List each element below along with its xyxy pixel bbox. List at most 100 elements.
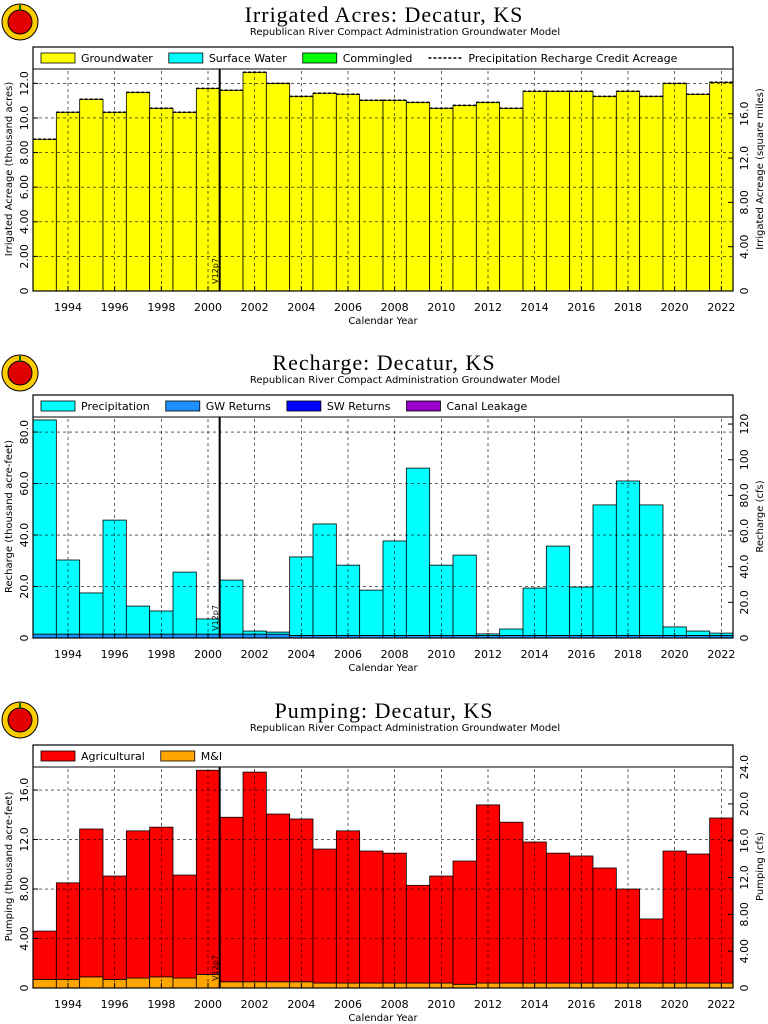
bar — [545, 982, 571, 989]
x-tick-label: 2018 — [614, 648, 642, 661]
x-axis-label: Calendar Year — [348, 316, 418, 327]
x-tick-label: 1996 — [101, 301, 129, 314]
x-tick-label: 1996 — [101, 648, 129, 661]
bar — [545, 852, 571, 984]
bar — [639, 504, 664, 636]
bar — [685, 853, 711, 984]
y2-tick-label: 4.00 — [738, 939, 751, 964]
x-tick-label: 1998 — [147, 648, 175, 661]
bar — [32, 978, 57, 989]
bar — [312, 848, 337, 984]
y-tick-label: 6.00 — [18, 175, 31, 200]
x-axis-label: Calendar Year — [348, 663, 418, 674]
x-tick-label: 2010 — [427, 648, 455, 661]
x-tick-label: 2022 — [707, 998, 735, 1011]
y2-tick-label: 20.0 — [738, 590, 751, 615]
x-tick-label: 2016 — [567, 301, 595, 314]
x-tick-label: 2016 — [567, 998, 595, 1011]
y2-tick-label: 80.0 — [738, 483, 751, 508]
x-tick-label: 1994 — [54, 301, 82, 314]
bar — [545, 90, 571, 292]
y-axis-label: Irrigated Acreage (thousand acres) — [4, 82, 15, 257]
y-tick-label: 12.0 — [18, 827, 31, 852]
bar — [79, 828, 104, 978]
legend-label: Surface Water — [209, 52, 287, 65]
bar — [219, 816, 244, 983]
y2-tick-label: 0 — [738, 985, 751, 992]
y-tick-label: 20.0 — [18, 574, 31, 599]
x-tick-label: 2002 — [241, 998, 269, 1011]
y-tick-label: 2.00 — [18, 244, 31, 269]
bar — [79, 976, 104, 989]
bar — [219, 981, 244, 989]
x-tick-label: 2006 — [334, 301, 362, 314]
y2-tick-label: 12.0 — [738, 146, 751, 171]
bar — [172, 111, 197, 292]
legend-label: Precipitation — [81, 400, 150, 413]
y-tick-label: 0 — [18, 288, 31, 295]
legend-label: M&I — [201, 750, 222, 763]
y-tick-label: 12.0 — [18, 71, 31, 96]
legend-label: Precipitation Recharge Credit Acreage — [468, 52, 677, 65]
bar — [452, 554, 477, 636]
y-tick-label: 16.0 — [18, 778, 31, 803]
y2-tick-label: 20.0 — [738, 792, 751, 817]
bar — [172, 571, 197, 635]
bar — [219, 579, 244, 635]
y2-tick-label: 16.0 — [738, 828, 751, 853]
x-tick-label: 2008 — [381, 301, 409, 314]
bar — [125, 605, 151, 635]
bar — [429, 875, 454, 984]
x-tick-label: 2020 — [661, 998, 689, 1011]
bar — [359, 99, 384, 292]
x-tick-label: 2022 — [707, 301, 735, 314]
x-tick-label: 2020 — [661, 648, 689, 661]
x-tick-label: 2006 — [334, 648, 362, 661]
legend-swatch — [168, 52, 204, 64]
x-tick-label: 2004 — [287, 648, 315, 661]
bar — [405, 101, 431, 292]
y2-tick-label: 0 — [738, 288, 751, 295]
plot-frame — [32, 394, 734, 639]
bar — [312, 523, 337, 636]
annotation-label: V12p7 — [211, 258, 220, 284]
legend-swatch — [40, 750, 76, 762]
y-tick-label: 8.00 — [18, 140, 31, 165]
bar — [79, 592, 104, 635]
y-tick-label: 40.0 — [18, 523, 31, 548]
legend-swatch — [40, 400, 76, 412]
bar — [405, 467, 431, 636]
x-tick-label: 2022 — [707, 648, 735, 661]
y2-tick-label: 24.0 — [738, 755, 751, 780]
x-tick-label: 2002 — [241, 648, 269, 661]
x-tick-label: 2004 — [287, 998, 315, 1011]
bar — [685, 982, 711, 989]
bar — [499, 628, 524, 636]
bar — [32, 419, 57, 635]
bar — [312, 92, 337, 292]
legend-swatch — [160, 750, 196, 762]
legend: Precipitation GW Returns SW Returns Canal L… — [32, 394, 734, 418]
x-tick-label: 1998 — [147, 301, 175, 314]
bar — [639, 918, 664, 984]
bar — [405, 884, 431, 984]
legend-swatch — [40, 52, 76, 64]
chart-title: Pumping: Decatur, KS — [275, 698, 494, 723]
legend-swatch — [302, 52, 338, 64]
plot-frame — [32, 744, 734, 989]
logo — [1, 701, 39, 739]
bar — [685, 630, 711, 636]
y2-tick-label: 8.00 — [738, 902, 751, 927]
x-tick-label: 2012 — [474, 648, 502, 661]
legend-label: GW Returns — [206, 400, 271, 413]
y-tick-label: 80.0 — [18, 420, 31, 445]
bar — [685, 93, 711, 292]
y-tick-label: 4.00 — [18, 210, 31, 235]
y-tick-label: 0 — [18, 985, 31, 992]
x-tick-label: 1994 — [54, 648, 82, 661]
bar — [125, 977, 151, 989]
y-tick-label: 10.0 — [18, 106, 31, 130]
x-tick-label: 2008 — [381, 998, 409, 1011]
legend: Groundwater Surface Water Commingled Precip… — [32, 46, 734, 70]
